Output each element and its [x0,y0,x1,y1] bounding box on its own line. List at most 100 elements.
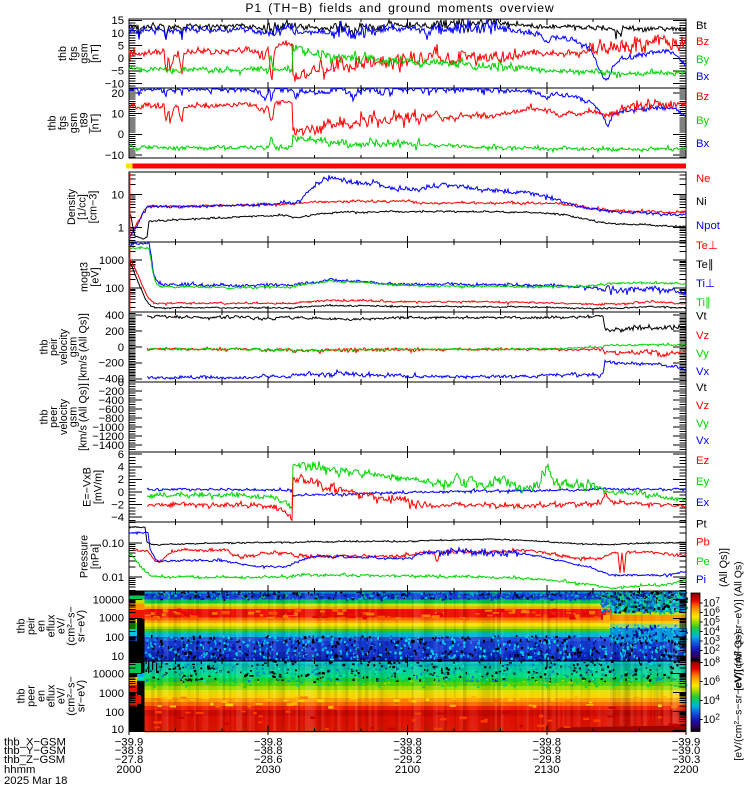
svg-text:−200: −200 [99,386,124,398]
svg-text:fgs: fgs [57,115,69,130]
svg-text:[cm−3]: [cm−3] [88,191,100,224]
svg-text:10: 10 [111,189,124,201]
svg-text:−30.3: −30.3 [672,754,701,766]
svg-text:0.10: 0.10 [102,538,124,550]
svg-text:−1000: −1000 [92,422,124,434]
svg-text:velocity: velocity [58,398,70,435]
svg-text:[eV]: [eV] [90,267,102,286]
svg-text:peer: peer [26,685,38,707]
svg-text:Bx: Bx [696,71,710,83]
svg-text:Bt: Bt [696,20,708,32]
svg-text:−38.9: −38.9 [533,745,562,757]
svg-text:−200: −200 [99,358,124,370]
svg-text:2100: 2100 [395,764,420,776]
svg-text:4: 4 [118,462,124,474]
svg-text:−1200: −1200 [92,431,124,443]
svg-text:peir: peir [26,617,38,635]
svg-text:gsm: gsm [79,43,91,63]
svg-text:Vy: Vy [696,348,709,360]
svg-text:E=−VxB: E=−VxB [82,467,94,507]
svg-text:10: 10 [111,724,124,736]
svg-text:0: 0 [118,53,124,65]
svg-text:−400: −400 [99,395,124,407]
svg-text:Vt: Vt [696,382,708,394]
svg-text:(cm²−s−: (cm²−s− [66,676,78,716]
svg-text:−28.6: −28.6 [254,754,283,766]
svg-text:15: 15 [111,15,124,27]
svg-text:−29.2: −29.2 [393,754,422,766]
svg-text:_t89: _t89 [79,112,91,134]
svg-text:(All Qs)]: (All Qs)] [718,548,730,587]
svg-text:By: By [696,54,710,66]
svg-text:fgs: fgs [68,46,80,61]
svg-text:−10: −10 [105,150,124,162]
svg-text:2200: 2200 [673,764,698,776]
svg-text:−39.8: −39.8 [533,737,562,749]
svg-text:0: 0 [118,377,124,389]
svg-text:Ti⊥: Ti⊥ [696,278,715,290]
svg-text:[nT]: [nT] [90,114,102,133]
svg-text:gsm: gsm [68,407,80,427]
svg-text:thb_Z−GSM: thb_Z−GSM [4,754,65,766]
svg-text:−1400: −1400 [92,440,124,452]
svg-text:Bz: Bz [696,36,710,48]
svg-text:mogt3: mogt3 [79,262,91,292]
svg-text:[mV/m]: [mV/m] [93,470,105,504]
svg-text:thb: thb [16,688,28,703]
svg-text:eV/: eV/ [56,618,68,634]
svg-text:gsm: gsm [68,113,80,133]
svg-text:Ez: Ez [696,455,710,467]
svg-text:By: By [696,115,710,127]
svg-text:1000: 1000 [99,688,124,700]
svg-text:Vx: Vx [696,435,710,447]
svg-text:en: en [36,620,48,632]
svg-text:hhmm: hhmm [4,764,35,776]
svg-text:−29.8: −29.8 [533,754,562,766]
svg-text:2000: 2000 [116,764,141,776]
svg-text:0: 0 [118,487,124,499]
svg-text:Ne: Ne [696,173,710,185]
svg-text:6: 6 [118,449,124,461]
svg-text:eV/: eV/ [56,688,68,704]
svg-text:[nPa]: [nPa] [90,544,102,569]
svg-text:−10: −10 [105,78,124,90]
svg-text:thb: thb [46,115,58,130]
svg-text:Vz: Vz [696,330,710,342]
svg-text:−4: −4 [111,512,124,524]
svg-text:velocity: velocity [58,328,70,365]
svg-text:[nT]: [nT] [90,44,102,63]
svg-text:10: 10 [111,109,124,121]
svg-text:1000: 1000 [99,255,124,267]
svg-text:10: 10 [111,651,124,663]
svg-text:Pt: Pt [696,519,708,531]
svg-text:Density: Density [66,188,78,225]
svg-text:Vx: Vx [696,366,710,378]
svg-text:thb_X−GSM: thb_X−GSM [4,737,66,749]
svg-text:200: 200 [105,326,124,338]
svg-text:Vt: Vt [696,311,708,323]
svg-text:−400: −400 [99,374,124,386]
svg-text:0.01: 0.01 [102,572,124,584]
svg-text:Bx: Bx [696,138,710,150]
svg-text:Pressure: Pressure [79,535,91,578]
svg-text:Pb: Pb [696,537,710,549]
svg-text:−38.8: −38.8 [393,745,422,757]
svg-text:1000: 1000 [99,613,124,625]
svg-text:gsm: gsm [68,337,80,357]
svg-text:−38.8: −38.8 [254,745,283,757]
svg-text:5: 5 [118,41,124,53]
svg-text:10: 10 [111,28,124,40]
svg-text:2: 2 [118,474,124,486]
svg-text:10000: 10000 [93,669,124,681]
svg-text:−39.0: −39.0 [672,745,701,757]
svg-text:Te∥: Te∥ [696,259,714,271]
svg-text:−39.9: −39.9 [115,737,144,749]
svg-text:peer: peer [48,406,60,428]
svg-text:100: 100 [105,283,124,295]
svg-text:2130: 2130 [534,764,559,776]
svg-text:Vy: Vy [696,418,709,430]
svg-text:thb: thb [16,618,28,633]
svg-text:Ex: Ex [696,497,710,509]
svg-text:Ni: Ni [696,196,707,208]
svg-text:2025 Mar 18: 2025 Mar 18 [4,775,67,787]
